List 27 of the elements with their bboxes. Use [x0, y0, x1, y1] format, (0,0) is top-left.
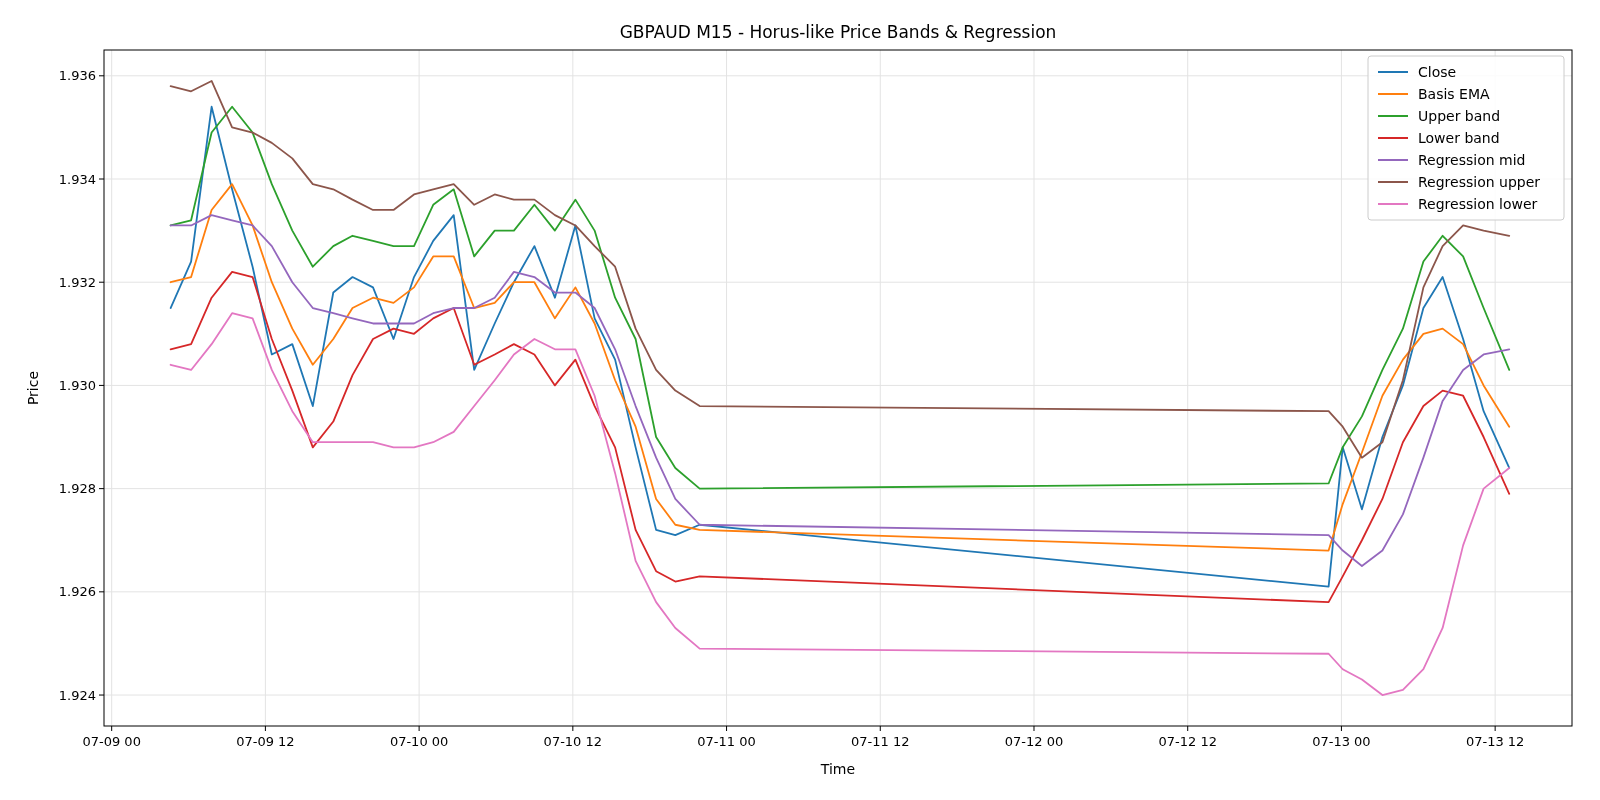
y-tick-label: 1.928 [58, 481, 96, 497]
x-tick-label: 07-12 00 [1004, 734, 1064, 749]
y-tick-label: 1.926 [58, 584, 96, 600]
chart-title: GBPAUD M15 - Horus-like Price Bands & Regression [619, 22, 1057, 42]
legend-label: Regression lower [1418, 196, 1538, 212]
x-tick-label: 07-09 12 [236, 734, 295, 749]
x-tick-label: 07-11 12 [851, 734, 910, 749]
y-axis-title: Price [25, 370, 41, 406]
x-tick-label: 07-13 12 [1465, 734, 1525, 749]
legend-label: Regression upper [1418, 174, 1541, 190]
legend-label: Close [1418, 64, 1457, 80]
x-tick-label: 07-09 00 [82, 734, 141, 749]
x-axis-title: Time [819, 761, 856, 777]
x-tick-label: 07-10 00 [389, 734, 449, 749]
y-tick-label: 1.924 [58, 687, 96, 703]
x-tick-label: 07-12 12 [1158, 734, 1217, 749]
x-tick-label: 07-13 00 [1312, 734, 1371, 749]
y-tick-label: 1.934 [58, 171, 96, 187]
legend-label: Upper band [1418, 108, 1501, 124]
y-tick-label: 1.930 [58, 377, 96, 393]
legend-label: Regression mid [1418, 152, 1526, 168]
y-tick-label: 1.932 [58, 274, 96, 290]
legend-label: Basis EMA [1418, 86, 1491, 102]
x-tick-label: 07-10 12 [543, 734, 603, 749]
legend-label: Lower band [1418, 130, 1500, 146]
y-tick-label: 1.936 [58, 68, 96, 84]
x-tick-label: 07-11 00 [697, 734, 756, 749]
